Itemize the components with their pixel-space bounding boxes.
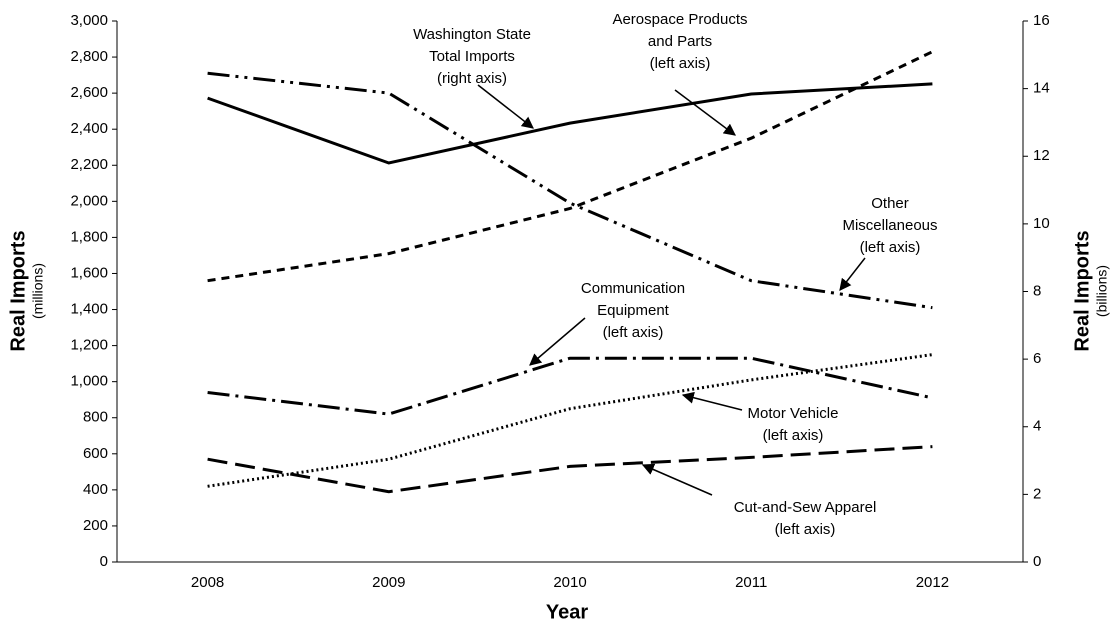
y-tick-label: 1,200 <box>70 337 108 354</box>
series-annotation: Motor Vehicle <box>748 405 839 422</box>
series-annotation: Communication <box>581 280 685 297</box>
series-annotation: (left axis) <box>763 427 824 444</box>
y2-tick-label: 14 <box>1033 80 1050 97</box>
x-tick-label: 2012 <box>916 574 949 591</box>
y-tick-label: 2,000 <box>70 192 108 209</box>
series-annotation: Total Imports <box>429 48 515 65</box>
annotation-arrow <box>681 391 743 411</box>
series-annotation: and Parts <box>648 33 712 50</box>
y-axis-title: Real Imports <box>7 230 29 351</box>
y2-axis-unit: (billions) <box>1094 265 1110 317</box>
annotation-arrow <box>477 84 534 129</box>
y2-tick-label: 10 <box>1033 215 1050 232</box>
y-tick-label: 1,800 <box>70 228 108 245</box>
y2-tick-label: 16 <box>1033 12 1050 29</box>
x-tick-label: 2010 <box>553 574 586 591</box>
y-tick-label: 400 <box>83 481 108 498</box>
annotation-arrow <box>529 317 586 366</box>
y-tick-label: 2,200 <box>70 156 108 173</box>
y-tick-label: 600 <box>83 445 108 462</box>
series-line <box>207 445 933 494</box>
y-tick-label: 1,600 <box>70 264 108 281</box>
series-annotation: Cut-and-Sew Apparel <box>734 499 877 516</box>
x-tick-label: 2008 <box>191 574 224 591</box>
annotation-arrow <box>674 89 736 136</box>
x-tick-label: 2011 <box>735 574 767 591</box>
y-tick-label: 800 <box>83 409 108 426</box>
series-annotation: Aerospace Products <box>612 11 747 28</box>
series-annotation: Washington State <box>413 26 531 43</box>
series-annotation: Miscellaneous <box>842 217 937 234</box>
y2-tick-label: 6 <box>1033 350 1041 367</box>
series-annotation: (right axis) <box>437 70 507 87</box>
series-line <box>207 353 933 488</box>
y2-axis-title: Real Imports <box>1071 230 1093 351</box>
y-tick-label: 200 <box>83 517 108 534</box>
y-axis-unit: (millions) <box>30 263 46 319</box>
series-annotation: Other <box>871 195 909 212</box>
y-tick-label: 2,600 <box>70 84 108 101</box>
series-annotation: (left axis) <box>775 521 836 538</box>
series-line <box>207 82 933 165</box>
y2-tick-label: 0 <box>1033 553 1041 570</box>
series-annotation: (left axis) <box>650 55 711 72</box>
y2-tick-label: 12 <box>1033 147 1050 164</box>
y-tick-label: 1,000 <box>70 373 108 390</box>
x-tick-label: 2009 <box>372 574 405 591</box>
y2-tick-label: 2 <box>1033 485 1041 502</box>
annotation-arrow <box>839 257 866 291</box>
annotation-arrow <box>641 463 713 496</box>
series-annotation: (left axis) <box>860 239 921 256</box>
series-annotation: Equipment <box>597 302 670 319</box>
series-annotation: (left axis) <box>603 324 664 341</box>
y-tick-label: 1,400 <box>70 301 108 318</box>
y-tick-label: 2,800 <box>70 48 108 65</box>
y-tick-label: 0 <box>100 553 108 570</box>
y-tick-label: 3,000 <box>70 12 108 29</box>
series-line <box>207 71 933 310</box>
y2-tick-label: 4 <box>1033 418 1041 435</box>
series-line <box>207 50 934 283</box>
series-line <box>207 356 933 416</box>
y-tick-label: 2,400 <box>70 120 108 137</box>
x-axis-title: Year <box>546 601 588 623</box>
y2-tick-label: 8 <box>1033 282 1041 299</box>
